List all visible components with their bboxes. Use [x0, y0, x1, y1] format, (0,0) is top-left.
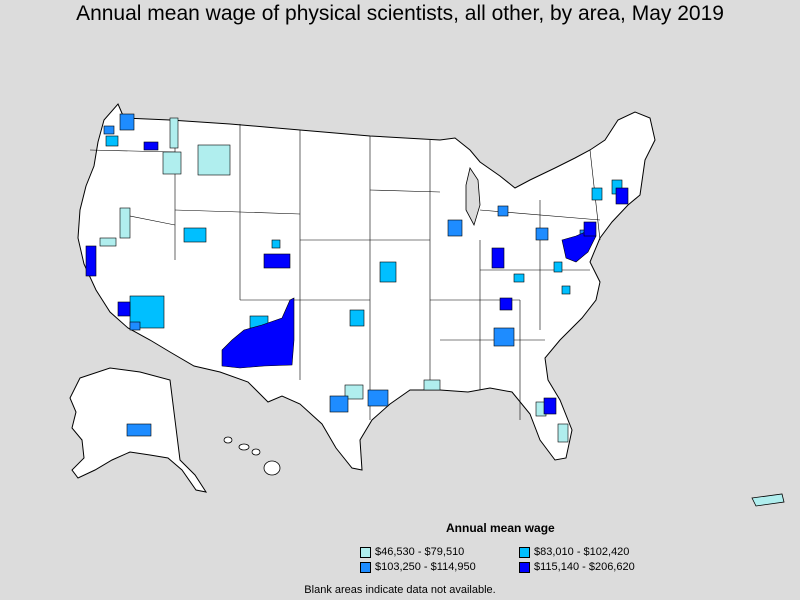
legend-label-3: $103,250 - $114,950	[375, 561, 476, 573]
contiguous-us-outline	[77, 103, 656, 471]
legend-item-2: $83,010 - $102,420	[519, 546, 629, 558]
footnote: Blank areas indicate data not available.	[304, 584, 496, 596]
map-title: Annual mean wage of physical scientists,…	[76, 2, 724, 25]
state-boundaries	[89, 120, 601, 420]
legend-swatch-3	[360, 561, 371, 573]
legend-item-4: $115,140 - $206,620	[519, 561, 635, 573]
legend-label-4: $115,140 - $206,620	[534, 561, 635, 573]
legend-label-1: $46,530 - $79,510	[375, 546, 465, 558]
legend-item-1: $46,530 - $79,510	[360, 546, 464, 558]
legend-swatch-4	[519, 561, 530, 573]
legend-item-3: $103,250 - $114,950	[360, 561, 476, 573]
lake-michigan	[465, 167, 481, 227]
puerto-rico	[751, 493, 785, 507]
legend-swatch-2	[519, 546, 530, 558]
legend-title: Annual mean wage	[446, 521, 555, 535]
legend-label-2: $83,010 - $102,420	[534, 546, 630, 558]
hawaii-islands	[223, 436, 281, 476]
legend-swatch-1	[360, 546, 371, 558]
metro-areas	[85, 113, 629, 443]
